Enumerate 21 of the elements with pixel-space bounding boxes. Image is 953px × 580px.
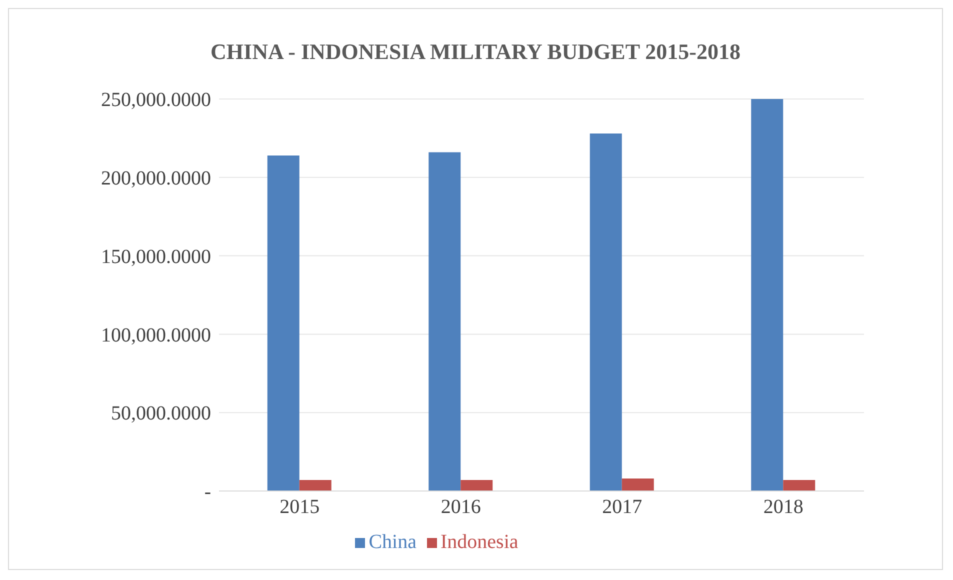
legend-label: China [368,531,416,553]
y-tick-label: 150,000.0000 [101,246,211,268]
x-tick-label: 2017 [602,496,642,518]
y-tick-label: - [204,481,211,504]
bar [460,480,493,491]
x-tick-label: 2018 [763,496,804,518]
y-tick-label: 250,000.0000 [101,89,211,112]
chart-title: CHINA - INDONESIA MILITARY BUDGET 2015-2018 [210,38,742,66]
bar [783,480,816,491]
x-tick-label: 2016 [440,496,481,518]
bar [267,155,300,491]
y-tick-label: 50,000.0000 [111,402,211,425]
bar [299,480,332,491]
bar [428,152,461,491]
bar [622,478,654,491]
bar [590,133,622,491]
legend-label: Indonesia [440,531,518,553]
x-tick-label: 2015 [280,496,320,518]
y-tick-label: 200,000.0000 [101,168,211,190]
y-tick-label: 100,000.0000 [101,324,211,346]
bar [751,99,784,491]
